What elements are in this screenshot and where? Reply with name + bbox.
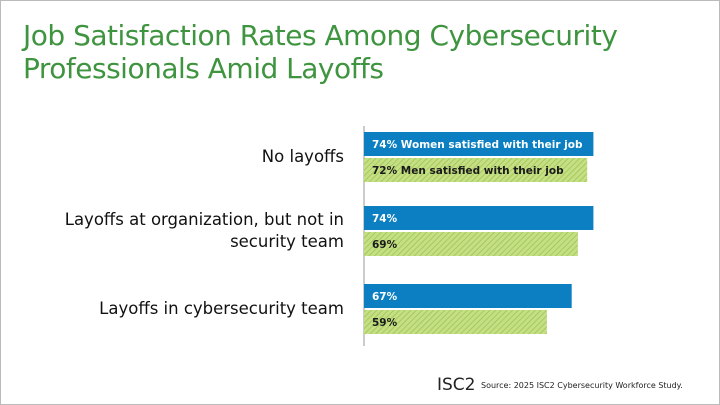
data-label: 67% bbox=[372, 291, 398, 303]
bar bbox=[364, 132, 594, 156]
bar bbox=[364, 206, 594, 230]
bar bbox=[364, 158, 588, 182]
chart-title: Job Satisfaction Rates Among Cybersecuri… bbox=[23, 19, 618, 85]
data-label: 69% bbox=[372, 239, 398, 251]
data-label: 74% Women satisfied with their job bbox=[372, 139, 583, 151]
bar bbox=[364, 310, 547, 334]
source: Source: 2025 ISC2 Cybersecurity Workforc… bbox=[481, 381, 683, 390]
category-label: Layoffs in cybersecurity team bbox=[99, 299, 344, 318]
category-label: No layoffs bbox=[261, 147, 344, 166]
category-label: Layoffs at organization, but not in secu… bbox=[64, 210, 344, 251]
data-label: 72% Men satisfied with their job bbox=[372, 165, 564, 177]
data-label: 59% bbox=[372, 317, 398, 329]
logo: ISC2 bbox=[437, 375, 476, 395]
bar bbox=[364, 284, 572, 308]
bar bbox=[364, 232, 578, 256]
data-label: 74% bbox=[372, 213, 398, 225]
